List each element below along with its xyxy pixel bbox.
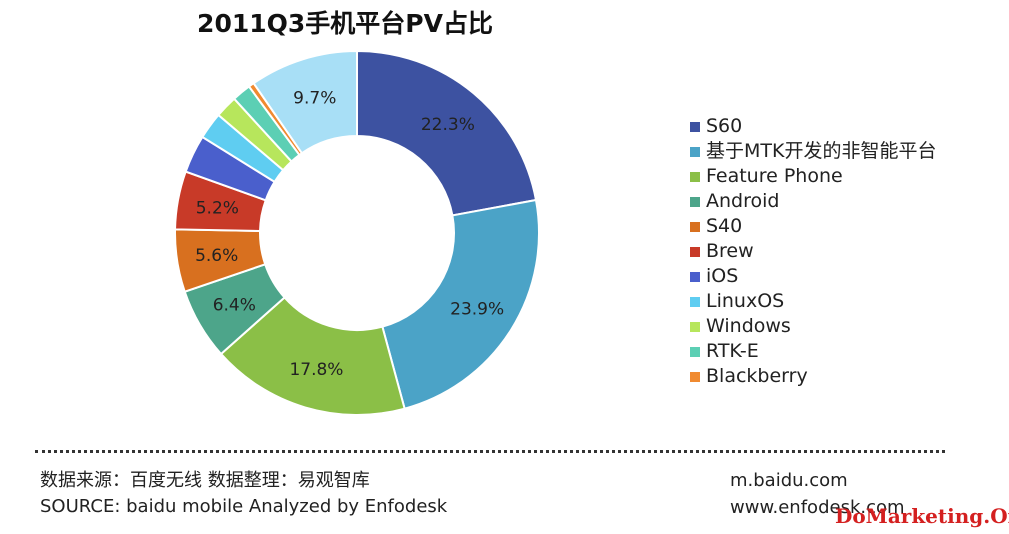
site-enfodesk: www.enfodesk.com [730, 497, 905, 518]
legend-item: RTK-E [690, 339, 936, 364]
legend-label: LinuxOS [706, 290, 785, 312]
slice-label-12: 9.7% [293, 88, 336, 108]
slice-label-6: 5.2% [196, 198, 239, 218]
chart-legend: S60 基于MTK开发的非智能平台 Feature Phone Android S40 B… [690, 114, 936, 389]
footer-divider [35, 450, 945, 453]
slice-label-4: 6.4% [213, 296, 256, 316]
legend-label: Android [706, 190, 780, 212]
legend-label: Blackberry [706, 365, 808, 387]
legend-item: Android [690, 189, 936, 214]
slice-label-1: 22.3% [421, 115, 475, 135]
source-en: SOURCE: baidu mobile Analyzed by Enfodes… [40, 496, 448, 517]
slice-label-5: 5.6% [195, 246, 238, 266]
legend-swatch [690, 296, 700, 307]
legend-item: LinuxOS [690, 289, 936, 314]
chart-title: 2011Q3手机平台PV占比 [197, 9, 493, 38]
legend-label: Windows [706, 315, 791, 337]
legend-label: S40 [706, 215, 743, 237]
legend-swatch [690, 321, 700, 332]
watermark: DoMarketing.Org [835, 504, 1009, 528]
slice-1 [356, 49, 538, 217]
legend-swatch [690, 371, 700, 382]
legend-label: Feature Phone [706, 165, 843, 187]
legend-swatch [690, 196, 700, 207]
legend-swatch [690, 146, 700, 157]
legend-swatch [690, 171, 700, 182]
legend-item: Brew [690, 239, 936, 264]
legend-swatch [690, 246, 700, 257]
donut-chart: 22.3% 23.9% 17.8% 6.4% 5.6% 5.2% 9.7% [174, 49, 540, 416]
legend-label: S60 [706, 115, 743, 137]
legend-swatch [690, 346, 700, 357]
legend-item: 基于MTK开发的非智能平台 [690, 139, 936, 164]
slice-label-3: 17.8% [289, 360, 343, 380]
legend-label: Brew [706, 240, 754, 262]
legend-swatch [690, 121, 700, 132]
slice-12 [252, 49, 358, 155]
legend-label: RTK-E [706, 340, 759, 362]
legend-item: Feature Phone [690, 164, 936, 189]
legend-item: S60 [690, 114, 936, 139]
legend-label: iOS [706, 265, 739, 287]
legend-item: Windows [690, 314, 936, 339]
slice-2 [381, 198, 540, 410]
legend-item: Blackberry [690, 364, 936, 389]
legend-label: 基于MTK开发的非智能平台 [706, 140, 937, 162]
source-cn: 数据来源：百度无线 数据整理：易观智库 [40, 470, 370, 491]
legend-item: S40 [690, 214, 936, 239]
legend-swatch [690, 271, 700, 282]
legend-item: iOS [690, 264, 936, 289]
site-baidu: m.baidu.com [730, 470, 848, 491]
slice-label-2: 23.9% [450, 300, 504, 320]
legend-swatch [690, 221, 700, 232]
